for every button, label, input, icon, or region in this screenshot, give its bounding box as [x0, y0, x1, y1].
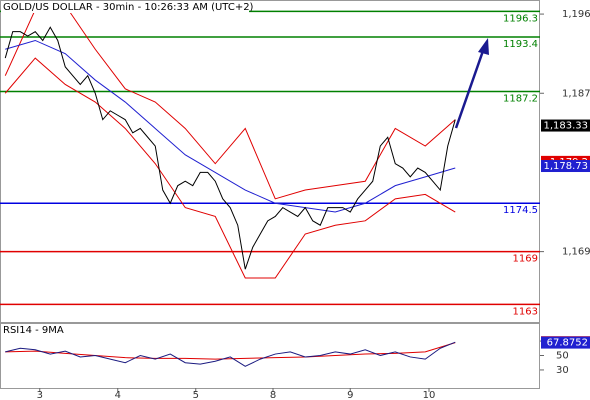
price-tag [541, 336, 590, 349]
series-line [5, 39, 456, 213]
y-tick-label: 1,196 [562, 9, 590, 20]
x-tick-label: 9 [347, 390, 353, 400]
rsi-panel-frame [0, 323, 540, 389]
panel-title: RSI14 - 9MA [3, 325, 64, 336]
series-line [5, 342, 456, 360]
price-tag-label: 67.8752 [547, 338, 588, 349]
forecast-arrow [454, 38, 489, 129]
series-line [5, 341, 456, 367]
series-line [4, 57, 456, 279]
panel-title: GOLD/US DOLLAR - 30min - 10:26:33 AM (UT… [3, 2, 254, 13]
level-label: 1163 [513, 306, 538, 317]
series-line [4, 4, 456, 200]
level-label: 1187.2 [503, 93, 538, 104]
level-label: 1193.4 [503, 39, 538, 50]
x-tick-label: 10 [423, 390, 436, 400]
y-tick-label: 50 [556, 351, 569, 362]
price-panel-frame [0, 0, 540, 323]
price-tag [541, 160, 590, 173]
series-line [4, 26, 456, 270]
level-label: 1196.3 [503, 13, 538, 24]
arrow-head [478, 38, 489, 55]
y-tick-label: 1,169 [562, 247, 590, 258]
level-label: 1169 [513, 254, 538, 265]
x-tick-label: 5 [193, 390, 199, 400]
title-bg [1, 1, 249, 13]
x-tick-label: 3 [37, 390, 43, 400]
level-label: 1174.5 [503, 205, 538, 216]
price-tag [541, 119, 590, 132]
y-tick-label: 30 [556, 365, 569, 376]
arrow-shaft [454, 47, 486, 129]
y-tick-label: 1,187 [562, 88, 590, 99]
price-tag-label: 1,178.73 [543, 161, 588, 172]
x-tick-label: 8 [270, 390, 276, 400]
x-tick-label: 4 [115, 390, 121, 400]
price-tag-label: 1,183.33 [543, 121, 588, 132]
title-bg [1, 324, 67, 336]
